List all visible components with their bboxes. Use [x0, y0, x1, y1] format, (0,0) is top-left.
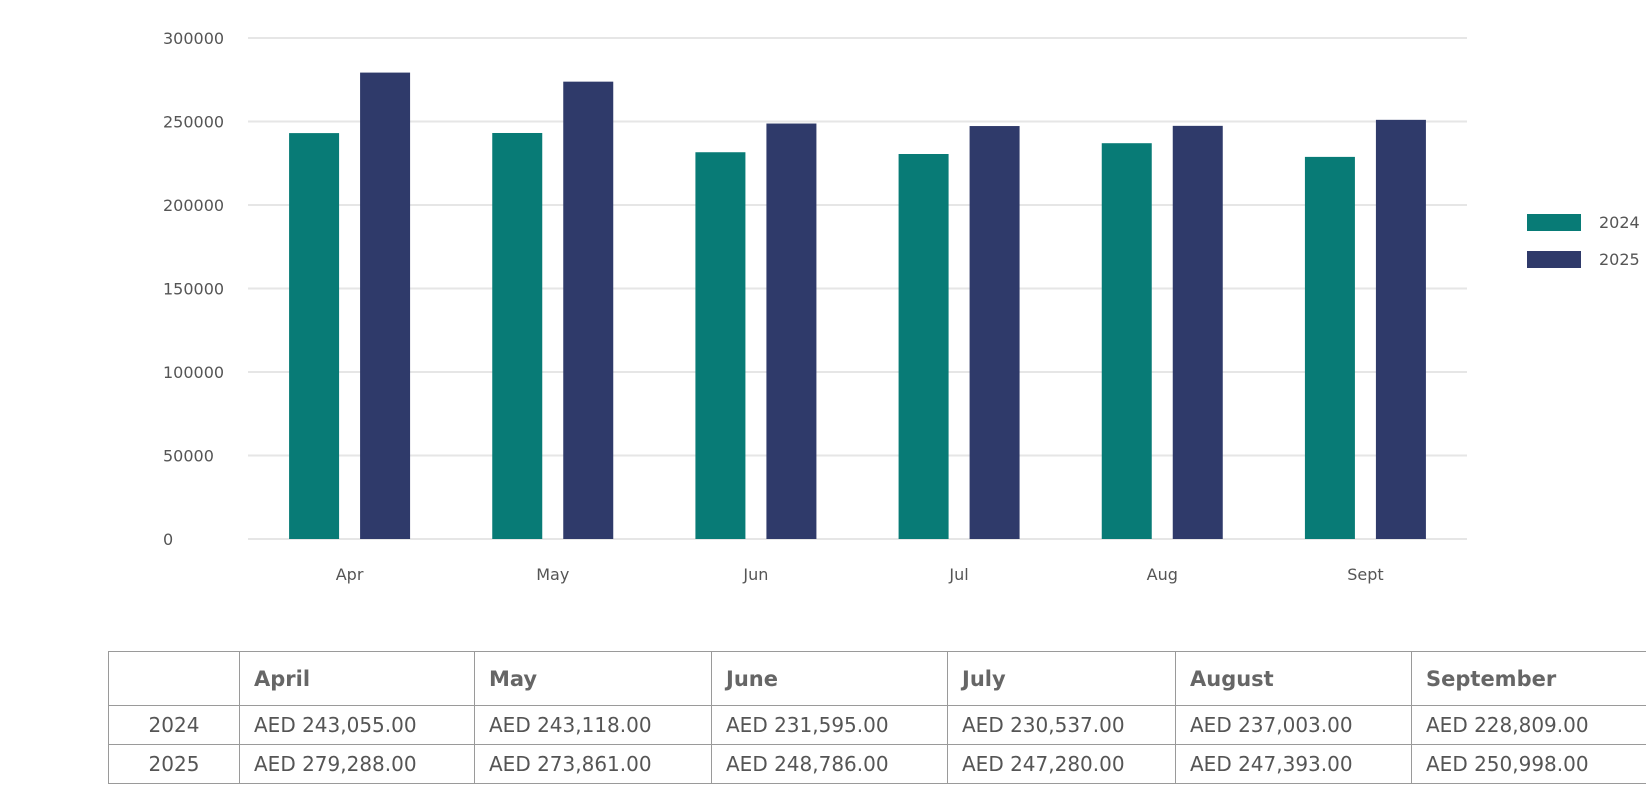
bar-2025-sept — [1375, 119, 1426, 539]
bar-2025-jun — [766, 123, 817, 540]
table-header-cell: June — [711, 651, 948, 706]
x-tick-label: Apr — [336, 565, 364, 584]
table-header-cell: May — [474, 651, 712, 706]
bar-2024-sept — [1304, 156, 1355, 539]
y-tick-label: 150000 — [163, 280, 224, 299]
legend-label: 2025 — [1599, 250, 1640, 269]
table-cell: AED 279,288.00 — [239, 744, 475, 784]
bar-chart: 0 50000 100000 150000 200000 250000 300000 Apr M… — [163, 29, 1640, 584]
values-table: April May June July August September 202… — [108, 651, 1646, 784]
table-cell: AED 250,998.00 — [1411, 744, 1646, 784]
x-tick-label: Aug — [1147, 565, 1178, 584]
bar-2025-aug — [1172, 125, 1223, 539]
table-cell: AED 273,861.00 — [474, 744, 712, 784]
table-cell: AED 231,595.00 — [711, 705, 948, 745]
table-row: 2025 AED 279,288.00 AED 273,861.00 AED 2… — [108, 744, 1646, 784]
table-cell: AED 248,786.00 — [711, 744, 948, 784]
table-cell: AED 247,280.00 — [947, 744, 1176, 784]
table-cell: AED 228,809.00 — [1411, 705, 1646, 745]
legend-swatch-2025 — [1527, 251, 1581, 268]
y-tick-label: 100000 — [163, 363, 224, 382]
table-header-cell: April — [239, 651, 475, 706]
row-label: 2024 — [108, 705, 240, 745]
bar-2024-aug — [1101, 143, 1152, 539]
bar-2025-jul — [969, 126, 1020, 540]
x-tick-label: Jul — [948, 565, 968, 584]
y-tick-label: 300000 — [163, 29, 224, 48]
table-header-cell: July — [947, 651, 1176, 706]
y-tick-label: 50000 — [163, 447, 214, 466]
bar-2024-apr — [289, 133, 340, 539]
bar-2024-may — [492, 132, 543, 540]
legend-swatch-2024 — [1527, 214, 1581, 231]
table-header-cell: September — [1411, 651, 1646, 706]
table-cell: AED 243,055.00 — [239, 705, 475, 745]
table-header-cell: August — [1175, 651, 1412, 706]
bar-2024-jul — [898, 154, 949, 539]
x-tick-label: Sept — [1347, 565, 1383, 584]
bar-2025-apr — [360, 72, 411, 539]
legend-label: 2024 — [1599, 213, 1640, 232]
table-cell: AED 243,118.00 — [474, 705, 712, 745]
row-label: 2025 — [108, 744, 240, 784]
x-tick-label: May — [536, 565, 569, 584]
table-cell: AED 237,003.00 — [1175, 705, 1412, 745]
bar-2025-may — [563, 81, 614, 539]
table-header-row: April May June July August September — [108, 651, 1646, 706]
y-tick-label: 0 — [163, 530, 173, 549]
table-cell: AED 247,393.00 — [1175, 744, 1412, 784]
bar-2024-jun — [695, 152, 746, 540]
y-tick-label: 200000 — [163, 196, 224, 215]
y-tick-label: 250000 — [163, 113, 224, 132]
x-tick-label: Jun — [742, 565, 768, 584]
table-row: 2024 AED 243,055.00 AED 243,118.00 AED 2… — [108, 705, 1646, 745]
table-cell: AED 230,537.00 — [947, 705, 1176, 745]
table-header-cell — [108, 651, 240, 706]
